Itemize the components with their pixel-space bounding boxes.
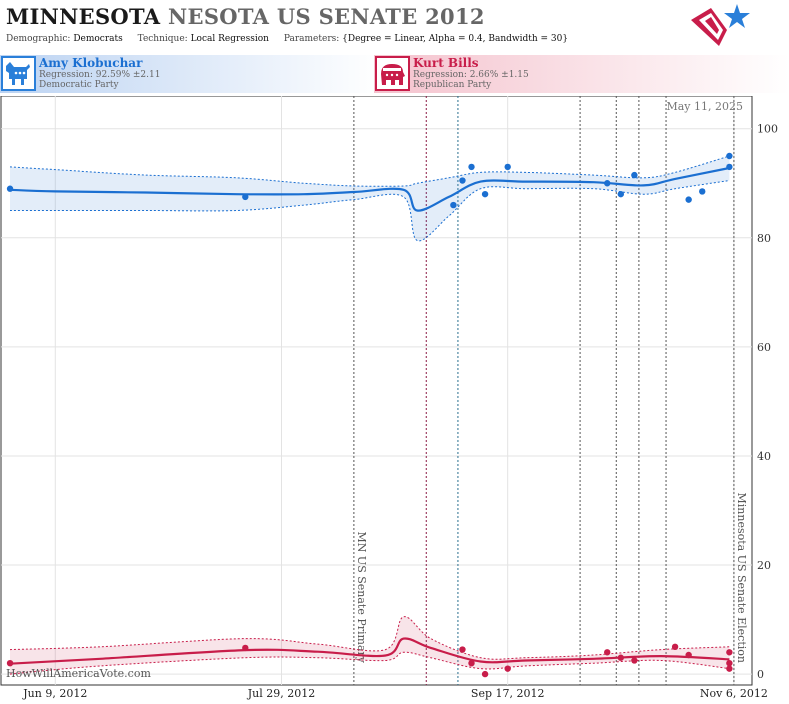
poll-point [617,654,625,661]
poll-point [242,644,249,652]
poll-point [726,659,733,667]
poll-point [481,670,489,678]
technique-label: Technique: [137,34,188,44]
y-tick-label: 60 [757,341,771,354]
poll-point [450,201,457,209]
date-stamp: May 11, 2025 [666,100,743,113]
poll-point [459,177,466,184]
demographic-label: Demographic: [6,34,71,44]
parameters-label: Parameters: [283,34,340,44]
poll-point [685,196,692,203]
poll-point [242,193,249,201]
poll-point [604,180,611,187]
plot-area [0,96,753,686]
x-tick-label: Jul 29, 2012 [247,687,316,700]
regression-line [9,637,730,665]
confidence-upper [9,155,730,187]
poll-point [699,188,706,195]
poll-point [468,659,475,667]
site-logo-icon [691,4,750,46]
chart-parameters: Demographic: Democrats Technique: Local … [6,34,580,44]
technique-value: Local Regression [190,34,269,44]
candidate-bills: Kurt Bills Regression: 2.66% ±1.15 Repub… [374,55,789,93]
candidate-klobuchar: Amy Klobuchar Regression: 92.59% ±2.11 D… [0,55,380,93]
candidate-regression: Regression: 2.66% ±1.15 [413,70,529,80]
poll-point [504,665,511,672]
candidate-name: Amy Klobuchar [39,56,143,70]
poll-point [726,163,733,171]
title-state: MINNESOTA [6,4,161,29]
elephant-icon [375,56,410,91]
poll-point [481,190,489,198]
demographic-value: Democrats [73,34,123,44]
event-label: Minnesota US Senate Election [735,493,748,663]
x-tick-label: Jun 9, 2012 [22,687,87,700]
confidence-band [10,156,730,241]
candidate-party: Republican Party [413,80,492,90]
poll-point [504,163,511,171]
poll-point [468,163,475,171]
y-tick-label: 20 [757,559,771,572]
parameters-value: {Degree = Linear, Alpha = 0.4, Bandwidth… [342,34,569,44]
regression-chart: 0 20 40 60 80 100 Jun 9, 2012 Jul 29, 2012 Sep 1… [0,96,778,700]
poll-point [726,665,733,672]
donkey-icon [1,56,36,91]
poll-point [617,190,625,198]
candidate-party: Democratic Party [39,80,119,90]
chart-header: MINNESOTA NESOTA US SENATE 2012 Demograp… [0,0,789,50]
y-tick-label: 80 [757,232,771,245]
poll-point [685,651,692,659]
title-race: NESOTA US SENATE 2012 [168,4,485,29]
confidence-lower [9,180,730,242]
poll-point [6,659,14,667]
y-tick-label: 40 [757,450,771,463]
poll-point [459,646,466,653]
watermark: HowWillAmericaVote.com [6,667,151,680]
confidence-lower [9,651,730,675]
y-tick-label: 100 [757,123,778,136]
poll-point [726,152,733,160]
x-tick-label: Sep 17, 2012 [471,687,545,700]
poll-point [604,649,611,656]
y-tick-label: 0 [757,668,764,681]
regression-line [9,166,730,212]
event-label: MN US Senate Primary [355,532,368,664]
candidate-name: Kurt Bills [413,56,479,70]
x-tick-label: Nov 6, 2012 [700,687,768,700]
poll-point [726,649,733,656]
poll-point [6,185,14,192]
poll-point [631,657,638,664]
candidate-regression: Regression: 92.59% ±2.11 [39,70,161,80]
poll-point [671,643,679,651]
poll-point [631,171,638,179]
page-title: MINNESOTA NESOTA US SENATE 2012 [6,4,485,29]
